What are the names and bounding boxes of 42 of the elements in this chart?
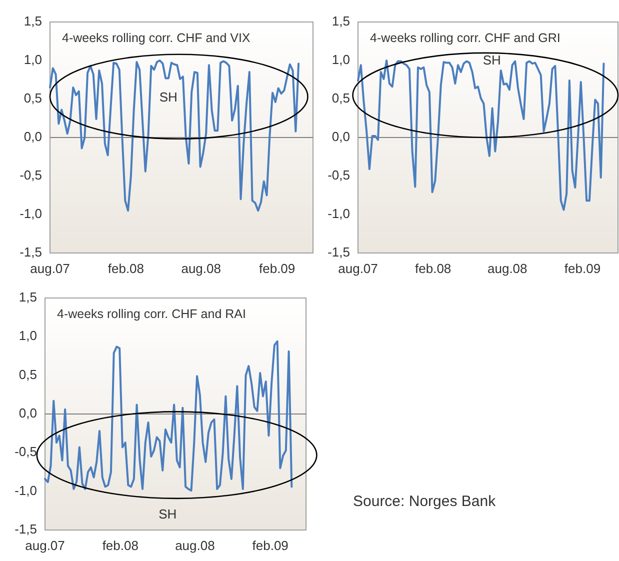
y-tick-label: 0,0 (18, 405, 37, 420)
x-tick-label: aug.07 (30, 261, 70, 276)
y-tick-label: 1,0 (332, 52, 350, 67)
source-note: Source: Norges Bank (353, 492, 496, 510)
y-tick-label: 1,5 (332, 13, 350, 28)
x-tick-label: feb.09 (252, 538, 288, 553)
y-tick-label: -0,5 (20, 167, 42, 182)
x-tick-label: aug.08 (175, 538, 215, 553)
y-tick-label: 0,5 (18, 366, 37, 382)
y-tick-label: 0,5 (332, 90, 350, 106)
y-tick-label: -1,0 (14, 482, 37, 498)
text: 4-weeks rolling corr. CHF and GRI (370, 31, 560, 45)
y-tick-label: -1,5 (328, 244, 350, 260)
x-tick-label: feb.09 (259, 261, 296, 276)
y-tick-label: -1,0 (20, 206, 42, 221)
y-tick-label: 0,0 (332, 128, 350, 144)
line-series (49, 60, 300, 212)
y-tick-label: 0,0 (24, 128, 42, 144)
text: 4-weeks rolling corr. CHF and RAI (57, 307, 246, 321)
y-tick-label: -0,5 (14, 444, 37, 460)
y-tick-label: -1,0 (328, 206, 350, 221)
y-tick-label: 1,5 (18, 289, 37, 304)
y-tick-label: -0,5 (328, 167, 350, 182)
x-tick-label: aug.07 (25, 538, 65, 553)
annotation: SH (159, 90, 178, 105)
y-tick-label: 1,0 (24, 52, 42, 67)
x-tick-label: aug.08 (488, 261, 528, 276)
annotation: SH (158, 506, 177, 522)
y-tick-label: 0,5 (24, 90, 42, 106)
y-tick-label: 1,5 (24, 13, 42, 28)
x-tick-label: feb.08 (102, 538, 138, 553)
y-tick-label: 1,0 (18, 328, 37, 344)
y-tick-label: -1,5 (20, 244, 42, 260)
x-tick-label: feb.08 (108, 261, 144, 276)
x-tick-label: aug.08 (181, 261, 221, 276)
text: 4-weeks rolling corr. CHF and VIX (62, 31, 251, 45)
y-tick-label: -1,5 (14, 521, 37, 536)
line-series (44, 340, 293, 492)
x-tick-label: aug.07 (338, 261, 378, 276)
x-tick-label: feb.09 (564, 261, 601, 276)
x-tick-label: feb.08 (415, 261, 452, 276)
annotation: SH (482, 52, 501, 68)
